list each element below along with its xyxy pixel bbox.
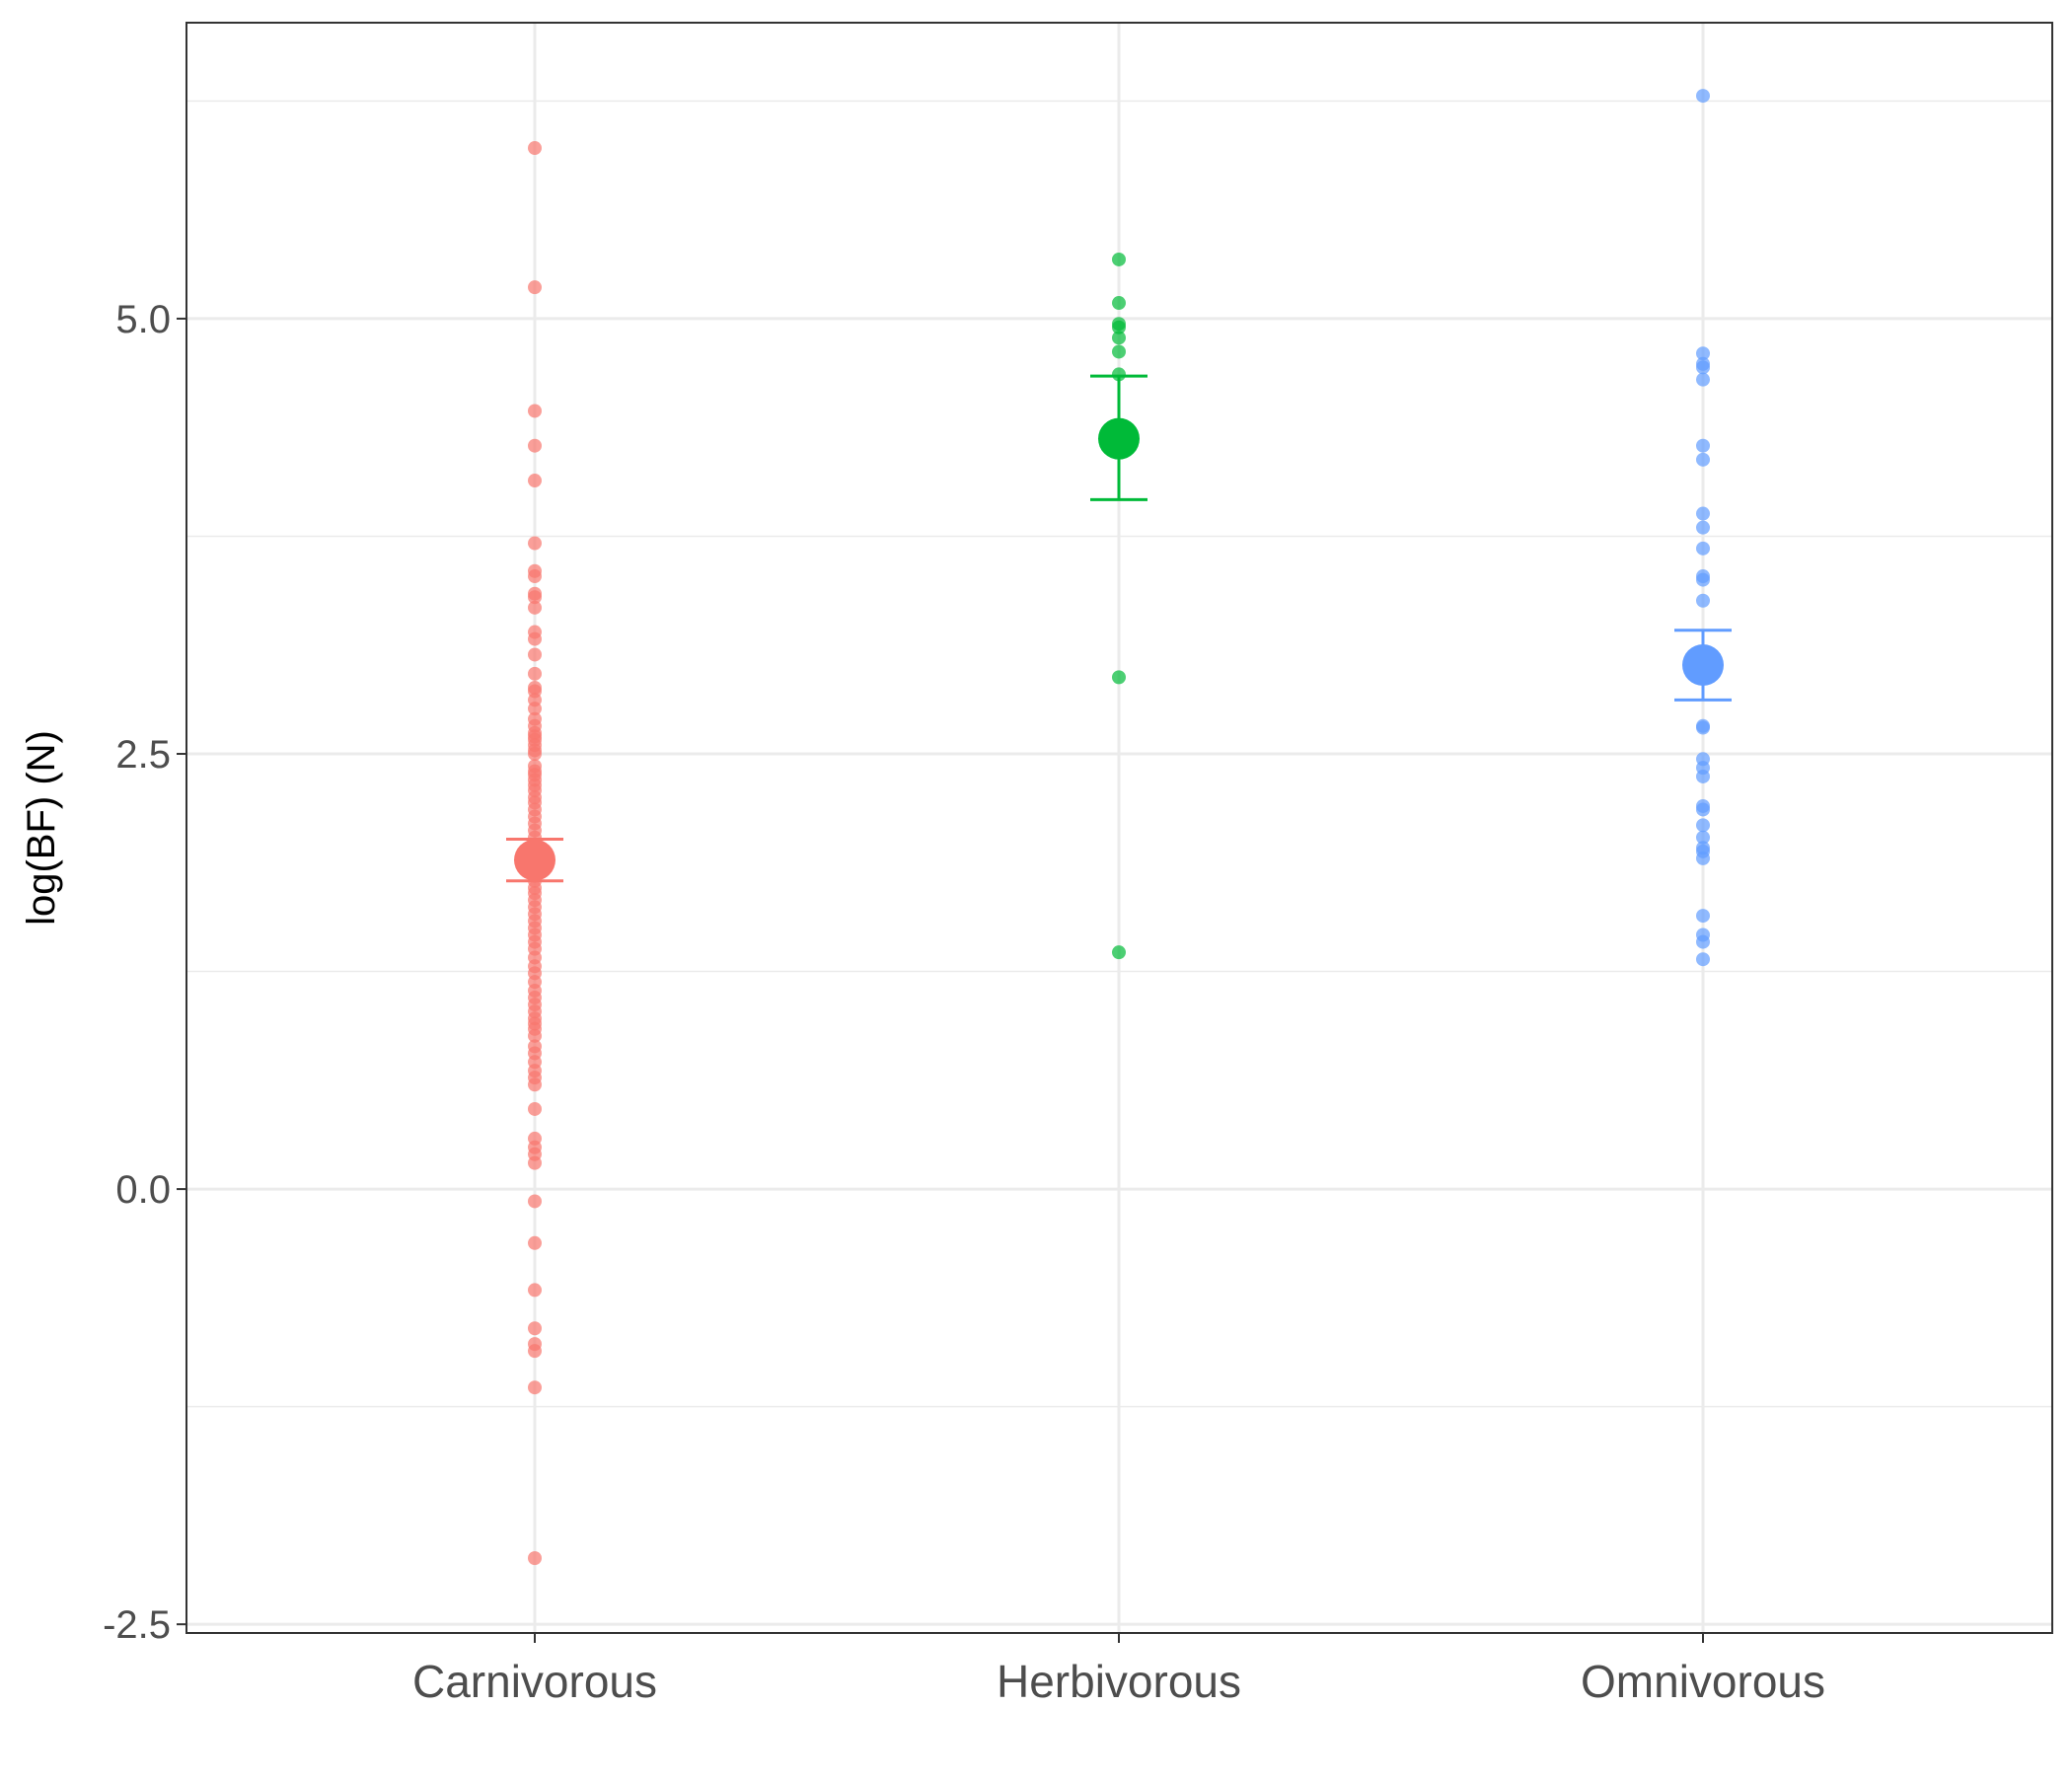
data-point-0-1	[528, 280, 542, 295]
data-point-2-14	[1696, 720, 1710, 735]
data-points	[528, 89, 1710, 1566]
data-point-2-4	[1696, 372, 1710, 387]
data-point-2-19	[1696, 802, 1710, 817]
data-point-0-4	[528, 474, 542, 488]
data-point-2-6	[1696, 452, 1710, 467]
data-point-1-1	[1112, 296, 1126, 311]
data-point-0-68	[528, 1028, 542, 1043]
data-point-0-75	[528, 1101, 542, 1116]
x-tick-label-0: Carnivorous	[412, 1656, 657, 1707]
data-point-1-3	[1112, 320, 1126, 334]
data-point-0-83	[528, 1321, 542, 1336]
data-point-0-9	[528, 590, 542, 605]
y-tick-label-0: -2.5	[103, 1603, 171, 1647]
mean-point-2	[1682, 644, 1724, 687]
data-point-2-9	[1696, 541, 1710, 556]
y-axis-title: log(BF) (N)	[20, 730, 63, 926]
x-tick-label-2: Omnivorous	[1581, 1656, 1825, 1707]
data-point-0-2	[528, 404, 542, 418]
data-point-0-13	[528, 647, 542, 662]
y-tick-label-3: 5.0	[115, 298, 171, 341]
data-point-0-85	[528, 1344, 542, 1359]
data-point-2-5	[1696, 438, 1710, 453]
data-point-1-4	[1112, 331, 1126, 345]
y-tick-label-1: 0.0	[115, 1168, 171, 1212]
axes: -2.5 0.0 2.5 5.0 Carnivorous Herbivorous Omniv…	[103, 298, 1825, 1707]
data-point-0-26	[528, 747, 542, 762]
data-point-1-5	[1112, 344, 1126, 359]
data-point-2-25	[1696, 909, 1710, 924]
data-point-0-18	[528, 702, 542, 716]
data-point-2-8	[1696, 520, 1710, 535]
data-point-2-28	[1696, 952, 1710, 967]
data-point-0-86	[528, 1380, 542, 1395]
data-point-2-1	[1696, 346, 1710, 361]
data-point-2-21	[1696, 830, 1710, 845]
x-tick-label-1: Herbivorous	[997, 1656, 1241, 1707]
data-point-0-7	[528, 569, 542, 584]
data-point-0-81	[528, 1235, 542, 1250]
data-point-2-3	[1696, 360, 1710, 375]
data-point-2-17	[1696, 769, 1710, 783]
data-point-1-8	[1112, 945, 1126, 960]
mean-point-0	[514, 839, 555, 881]
data-point-0-79	[528, 1155, 542, 1170]
data-point-2-12	[1696, 593, 1710, 608]
data-point-0-10	[528, 600, 542, 615]
mean-error-bars	[506, 374, 1732, 883]
data-point-1-6	[1112, 367, 1126, 382]
data-point-2-11	[1696, 572, 1710, 587]
data-point-0-0	[528, 141, 542, 156]
data-point-2-0	[1696, 89, 1710, 104]
data-point-1-7	[1112, 670, 1126, 685]
data-point-1-0	[1112, 252, 1126, 266]
data-point-0-12	[528, 631, 542, 646]
data-point-2-20	[1696, 818, 1710, 833]
y-tick-label-2: 2.5	[115, 733, 171, 777]
data-point-2-24	[1696, 851, 1710, 865]
data-point-2-27	[1696, 934, 1710, 949]
data-point-0-3	[528, 438, 542, 453]
mean-point-1	[1098, 417, 1140, 460]
data-point-2-7	[1696, 506, 1710, 521]
data-point-0-87	[528, 1551, 542, 1566]
data-point-0-82	[528, 1283, 542, 1298]
data-point-0-5	[528, 536, 542, 551]
data-point-0-74	[528, 1077, 542, 1092]
data-point-0-14	[528, 666, 542, 681]
data-point-0-80	[528, 1194, 542, 1209]
